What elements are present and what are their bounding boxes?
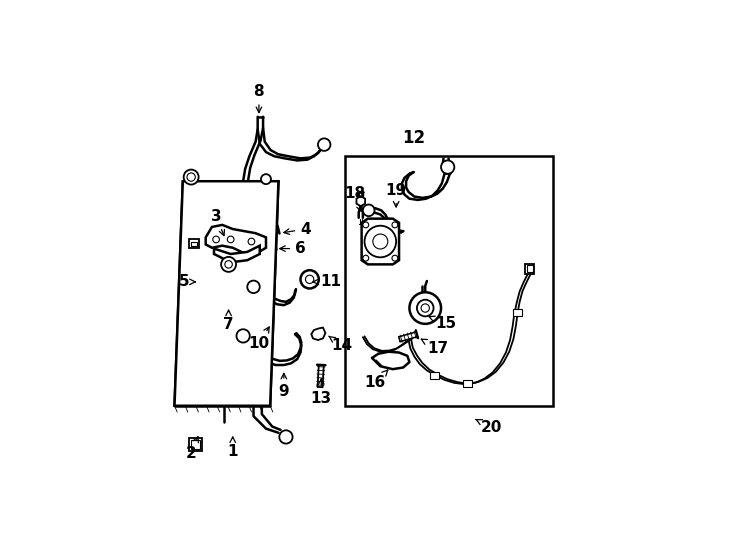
Bar [191, 440, 200, 449]
Polygon shape [357, 196, 365, 206]
Text: 19: 19 [385, 183, 407, 207]
Text: 4: 4 [284, 221, 310, 237]
Bar [463, 380, 472, 387]
Polygon shape [362, 219, 399, 265]
Polygon shape [525, 264, 534, 274]
Polygon shape [175, 181, 278, 406]
Text: 15: 15 [429, 316, 457, 331]
Circle shape [280, 430, 293, 443]
Text: 14: 14 [329, 336, 352, 353]
Circle shape [261, 174, 271, 184]
Text: 12: 12 [402, 129, 425, 146]
Text: 10: 10 [248, 327, 269, 351]
Bar [189, 239, 200, 248]
Bar [513, 309, 522, 315]
Text: 9: 9 [279, 373, 289, 399]
Text: 3: 3 [211, 209, 225, 235]
Text: 18: 18 [344, 186, 365, 212]
Circle shape [184, 170, 199, 185]
Text: 5: 5 [179, 274, 195, 289]
Circle shape [318, 138, 330, 151]
Polygon shape [311, 328, 325, 340]
Bar [430, 373, 438, 379]
Circle shape [410, 292, 441, 324]
Text: 2: 2 [186, 437, 198, 461]
Circle shape [441, 160, 454, 174]
Bar [191, 241, 197, 246]
Bar [527, 265, 532, 272]
Circle shape [300, 270, 319, 288]
Circle shape [417, 300, 434, 316]
Circle shape [363, 205, 374, 216]
Text: 11: 11 [313, 274, 341, 289]
Text: 6: 6 [280, 241, 306, 256]
Text: 20: 20 [476, 420, 503, 435]
Text: 8: 8 [254, 84, 264, 113]
Text: 7: 7 [223, 310, 234, 332]
Bar [345, 156, 553, 406]
Text: 1: 1 [228, 437, 238, 459]
Text: 16: 16 [365, 370, 388, 390]
Text: 17: 17 [421, 339, 448, 356]
Bar [189, 438, 203, 451]
Polygon shape [206, 225, 266, 254]
Circle shape [247, 281, 260, 293]
Circle shape [236, 329, 250, 342]
Circle shape [221, 257, 236, 272]
Polygon shape [214, 246, 260, 262]
Text: 13: 13 [310, 379, 332, 406]
